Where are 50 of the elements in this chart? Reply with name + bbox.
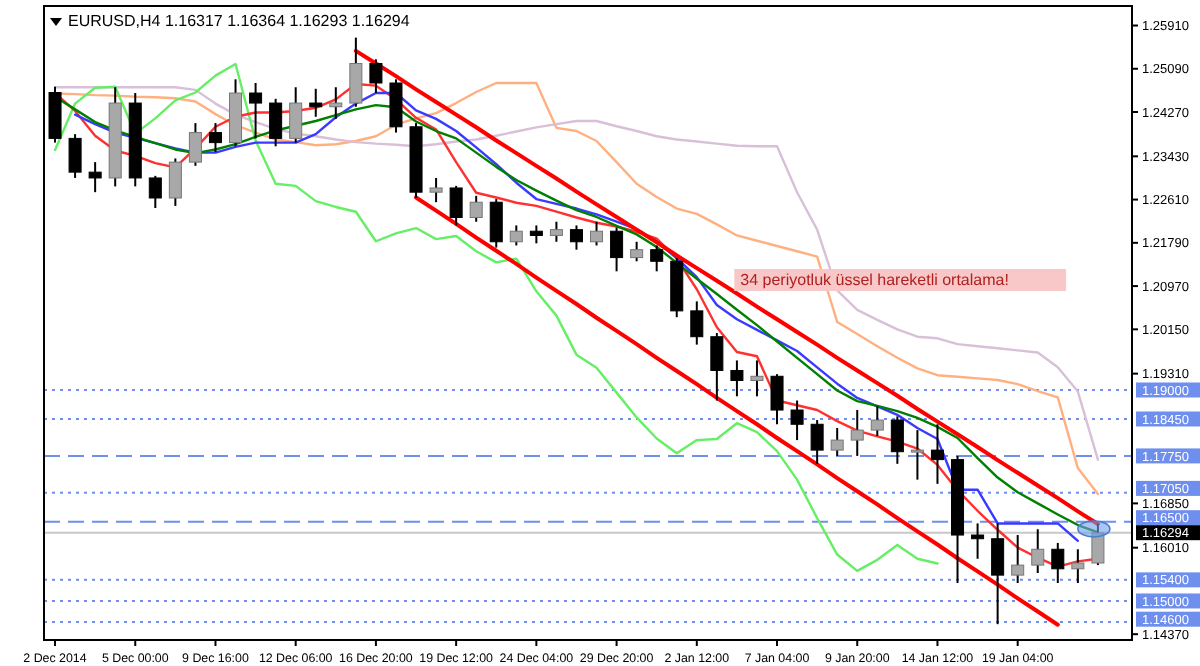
candlestick (730, 359, 744, 398)
candlestick (429, 176, 443, 204)
candlestick (289, 86, 303, 144)
candlestick (810, 419, 824, 465)
candlestick (910, 429, 924, 481)
candlestick (68, 133, 82, 179)
candlestick (1011, 534, 1025, 585)
candlestick (48, 85, 62, 144)
candlestick (569, 224, 583, 251)
candlestick (930, 423, 944, 485)
candlestick (269, 97, 283, 148)
candlestick (249, 82, 263, 140)
candlestick (790, 399, 804, 442)
candlestick (850, 409, 864, 457)
candlestick (389, 78, 403, 134)
candlestick (690, 300, 704, 346)
line-series (414, 195, 1060, 627)
candlestick (509, 224, 523, 247)
candlestick (971, 522, 985, 560)
candlestick (309, 87, 323, 118)
candlestick (991, 522, 1005, 626)
candlestick (890, 415, 904, 465)
candlestick (870, 405, 884, 437)
candlestick (549, 220, 563, 243)
annotation: 34 periyotluk üssel hareketli ortalama! (740, 270, 1009, 289)
candlestick (650, 244, 664, 273)
candlestick (1031, 528, 1045, 575)
candlestick (168, 157, 182, 207)
candlestick (1091, 522, 1105, 567)
candlestick (770, 373, 784, 426)
candlestick (449, 184, 463, 227)
candlestick (590, 220, 604, 247)
candlestick (1051, 541, 1065, 585)
candlestick (208, 122, 222, 154)
candlestick (469, 194, 483, 223)
candlestick (88, 161, 102, 194)
candlestick (830, 426, 844, 457)
candlestick (369, 58, 383, 95)
candlestick (329, 86, 343, 120)
candlestick (710, 332, 724, 402)
candlestick (188, 122, 202, 167)
candlestick (489, 198, 503, 249)
line-series (53, 62, 939, 573)
candlestick (610, 226, 624, 273)
candlestick (349, 36, 363, 108)
candlestick (750, 359, 764, 398)
candlestick (630, 240, 644, 263)
chart-title: EURUSD,H4 1.16317 1.16364 1.16293 1.16294 (68, 12, 411, 30)
candlestick (1071, 548, 1085, 585)
candlestick (148, 174, 162, 210)
